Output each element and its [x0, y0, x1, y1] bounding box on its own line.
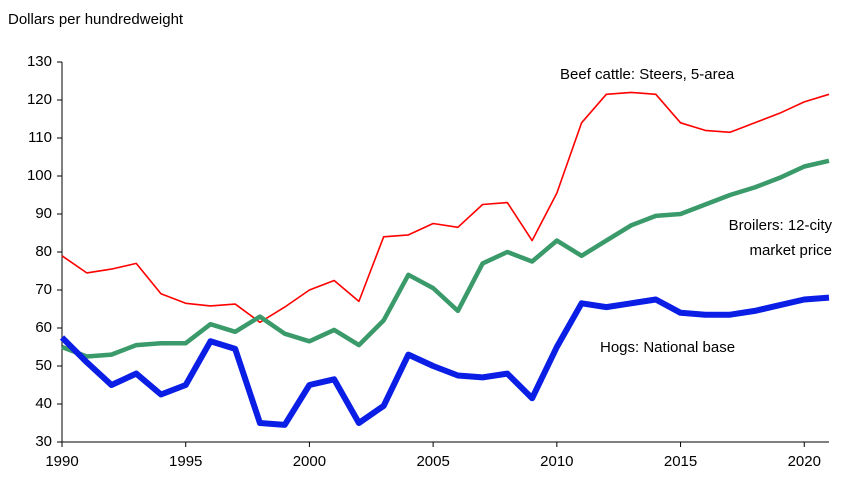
y-axis-title: Dollars per hundredweight — [8, 11, 184, 28]
x-tick-label: 2020 — [788, 453, 821, 470]
y-tick-label: 30 — [35, 433, 52, 450]
y-tick-label: 80 — [35, 243, 52, 260]
x-tick-label: 2015 — [664, 453, 697, 470]
y-tick-label: 50 — [35, 357, 52, 374]
x-tick-label: 1995 — [169, 453, 202, 470]
y-tick-label: 60 — [35, 319, 52, 336]
y-tick-label: 110 — [28, 129, 52, 146]
y-tick-label: 70 — [35, 281, 52, 298]
y-tick-label: 90 — [35, 205, 52, 222]
x-tick-label: 2005 — [416, 453, 449, 470]
series-label: Beef cattle: Steers, 5-area — [560, 66, 735, 83]
x-tick-label: 2010 — [540, 453, 573, 470]
y-tick-label: 120 — [27, 91, 52, 108]
y-tick-label: 40 — [35, 395, 52, 412]
y-tick-label: 100 — [27, 167, 52, 184]
x-tick-label: 1990 — [45, 453, 78, 470]
series-label: Broilers: 12-city market price — [728, 217, 832, 259]
series-line — [59, 294, 830, 428]
series-line — [61, 91, 830, 324]
series-line — [61, 158, 830, 359]
y-tick-label: 130 — [27, 53, 52, 70]
x-tick-label: 2000 — [293, 453, 326, 470]
series-label: Hogs: National base — [600, 339, 736, 356]
